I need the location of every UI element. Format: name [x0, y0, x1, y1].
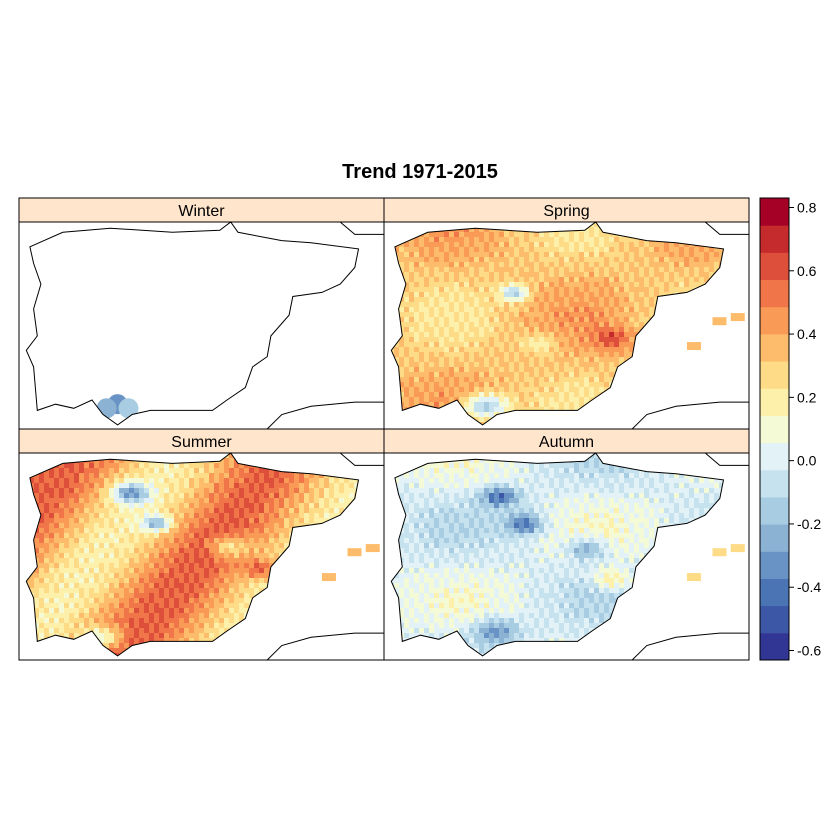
raster-spring: [391, 222, 724, 425]
raster-autumn: [391, 453, 724, 656]
colorbar-tick-label: 0.0: [797, 453, 817, 469]
island-patch: [730, 313, 745, 322]
africa-coast: [631, 401, 749, 430]
island-patch: [712, 548, 727, 557]
colorbar-tick-label: -0.6: [797, 643, 821, 659]
strip-label-spring: Spring: [543, 203, 589, 220]
colorbar-tick-label: 0.6: [797, 263, 817, 279]
island-patch: [686, 342, 701, 351]
colorbar-tick-label: 0.8: [797, 199, 817, 215]
panel-grid: Winter Spring Summer Autumn: [18, 197, 750, 661]
colorbar-swatch: [760, 524, 789, 552]
strip-label-autumn: Autumn: [539, 434, 594, 451]
island-patch: [365, 544, 380, 553]
panel-summer: Summer: [18, 428, 385, 661]
panel-spring: Spring: [383, 197, 750, 430]
colorbar-tick-label: 0.2: [797, 389, 817, 405]
colorbar-swatch: [760, 605, 789, 634]
colorbar-tick-label: 0.4: [797, 326, 817, 342]
france-coast: [704, 452, 749, 466]
panel-winter: Winter: [18, 197, 385, 430]
strip-autumn: [383, 428, 750, 454]
strip-label-winter: Winter: [178, 203, 225, 220]
colorbar-swatch: [760, 415, 789, 444]
colorbar-swatch: [760, 442, 789, 471]
africa-coast: [266, 632, 384, 661]
colorbar-swatch: [760, 496, 789, 525]
colorbar-swatch: [760, 333, 789, 362]
raster-summer: [26, 453, 359, 656]
colorbar-legend: 0.8 0.6 0.4 0.2 0.0 -0.2 -0.4 -0.6: [759, 197, 821, 661]
colorbar-swatch: [760, 469, 789, 498]
colorbar-swatch: [760, 388, 789, 416]
colorbar-tick-label: -0.4: [797, 579, 821, 595]
africa-coast: [266, 401, 384, 430]
panel-frame-autumn: [383, 452, 750, 661]
island-patch: [347, 548, 362, 557]
colorbar-swatch: [760, 198, 789, 226]
colorbar-tick-label: -0.2: [797, 516, 821, 532]
coastline-winter: [25, 221, 360, 426]
france-coast: [339, 452, 384, 466]
colorbar-swatch: [760, 252, 789, 281]
coastline-summer: [25, 452, 360, 657]
france-coast: [339, 221, 384, 235]
island-patch: [730, 544, 745, 553]
strip-winter: [18, 197, 385, 223]
colorbar-swatch: [760, 578, 789, 607]
colorbar-frame: [759, 197, 790, 661]
island-patch: [686, 573, 701, 582]
colorbar-swatch: [760, 225, 789, 253]
colorbar-swatch: [760, 306, 789, 335]
colorbar-swatch: [760, 361, 789, 389]
strip-summer: [18, 428, 385, 454]
chart-title: Trend 1971-2015: [342, 161, 498, 183]
island-patch: [321, 573, 336, 582]
colorbar-swatch: [760, 279, 789, 308]
strip-label-summer: Summer: [171, 434, 232, 451]
colorbar-swatch: [760, 632, 789, 661]
coastline-autumn: [390, 452, 725, 657]
france-coast: [704, 221, 749, 235]
raster-winter: [26, 222, 359, 425]
panel-autumn: Autumn: [383, 428, 750, 661]
island-patch: [712, 317, 727, 326]
africa-coast: [631, 632, 749, 661]
colorbar-swatch: [760, 551, 789, 579]
coastline-spring: [390, 221, 725, 426]
